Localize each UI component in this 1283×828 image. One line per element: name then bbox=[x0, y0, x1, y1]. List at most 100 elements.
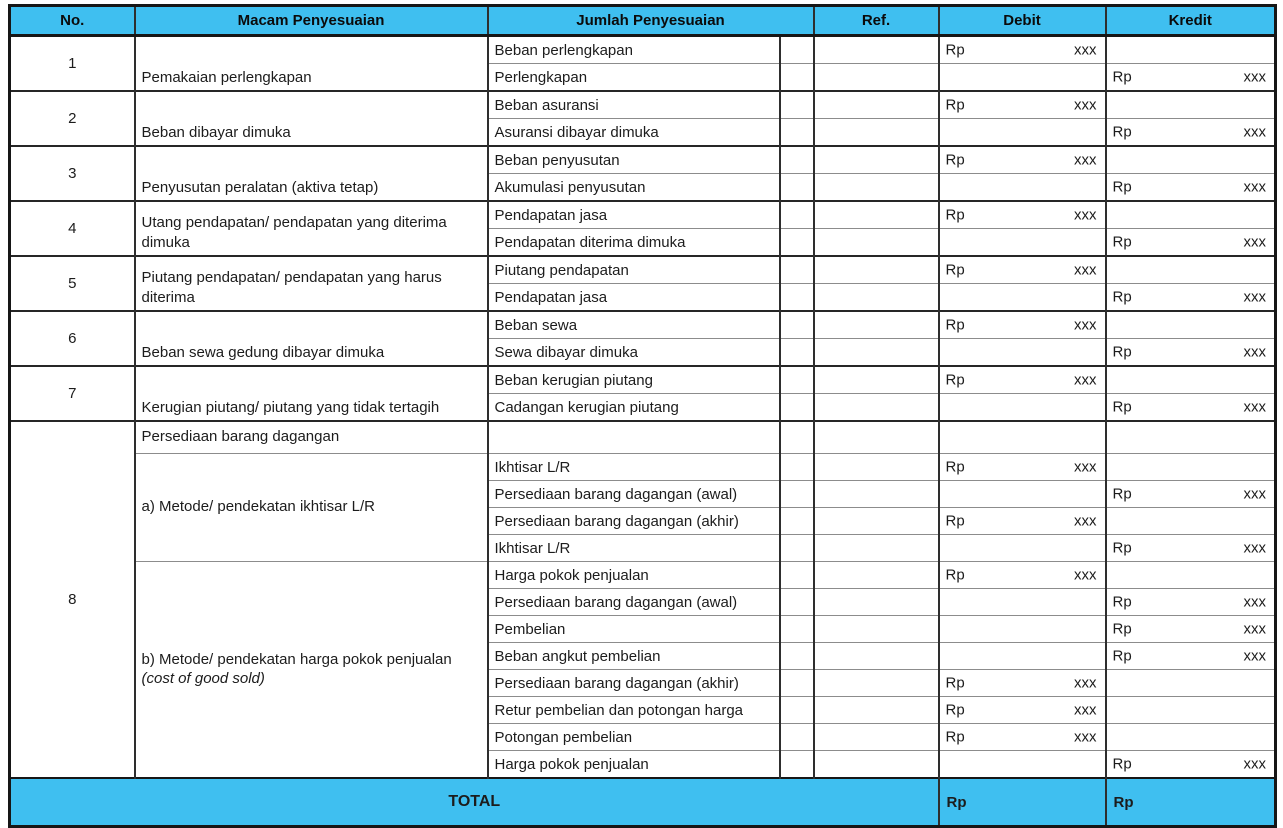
debit-cell: Rp xxx bbox=[937, 145, 1106, 174]
total-kredit-cell: Rp bbox=[1104, 777, 1276, 827]
debit-cell: Rp xxx bbox=[937, 723, 1106, 751]
journal-row: Persediaan barang dagangan (akhir) Rp xxx bbox=[10, 507, 1276, 535]
kredit-cell bbox=[1104, 453, 1276, 481]
spacer-cell bbox=[778, 118, 814, 146]
ref-cell bbox=[812, 90, 939, 119]
ref-cell bbox=[812, 642, 939, 670]
journal-row: 6 Beban sewa gedung dibayar dimuka Beban… bbox=[8, 310, 1276, 366]
header-row: No. Macam Penyesuaian Jumlah Penyesuaian… bbox=[8, 5, 1276, 37]
debit-cell bbox=[937, 173, 1106, 201]
kredit-cell: Rp xxx bbox=[1104, 118, 1276, 146]
currency-label: Rp bbox=[945, 41, 965, 59]
debit-cell bbox=[937, 228, 1106, 256]
journal-row: 1 Pemakaian perlengkapan Beban perlengka… bbox=[8, 34, 1276, 91]
currency-label: Rp bbox=[945, 512, 965, 530]
currency-label: Rp bbox=[945, 728, 965, 746]
group-number-cell: 3 bbox=[8, 145, 135, 201]
ref-cell bbox=[812, 507, 939, 535]
group-number-cell: 1 bbox=[8, 34, 135, 91]
account-cell: Cadangan kerugian piutang bbox=[486, 393, 780, 421]
adjustment-type-cell: Kerugian piutang/ piutang yang tidak ter… bbox=[133, 365, 488, 421]
journal-row: Pendapatan diterima dimuka Rp xxx bbox=[10, 228, 1276, 256]
journal-row: Potongan pembelian Rp xxx bbox=[10, 723, 1276, 751]
amount-placeholder: xxx bbox=[1243, 343, 1267, 361]
account-cell: Sewa dibayar dimuka bbox=[486, 338, 780, 366]
amount-placeholder: xxx bbox=[1243, 68, 1267, 86]
ref-cell bbox=[812, 63, 939, 91]
debit-cell: Rp xxx bbox=[937, 507, 1106, 535]
journal-row: Sewa dibayar dimuka Rp xxx bbox=[10, 338, 1276, 366]
adjustment-type-cell: b) Metode/ pendekatan harga pokok penjua… bbox=[133, 561, 488, 778]
ref-cell bbox=[812, 669, 939, 697]
ref-cell bbox=[812, 393, 939, 421]
amount-placeholder: xxx bbox=[1074, 261, 1097, 279]
currency-label: Rp bbox=[1112, 68, 1132, 86]
ref-cell bbox=[812, 283, 939, 311]
debit-cell: Rp xxx bbox=[937, 90, 1106, 119]
account-cell: Beban kerugian piutang bbox=[486, 365, 780, 394]
debit-cell bbox=[937, 642, 1106, 670]
account-cell: Potongan pembelian bbox=[486, 723, 780, 751]
spacer-cell bbox=[778, 145, 814, 174]
spacer-cell bbox=[778, 588, 814, 616]
currency-label: Rp bbox=[1112, 343, 1132, 361]
currency-label: Rp bbox=[1112, 620, 1132, 638]
amount-placeholder: xxx bbox=[1243, 123, 1267, 141]
account-cell: Persediaan barang dagangan (awal) bbox=[486, 588, 780, 616]
spacer-cell bbox=[778, 255, 814, 284]
spacer-cell bbox=[778, 393, 814, 421]
debit-cell: Rp xxx bbox=[937, 34, 1106, 64]
spacer-cell bbox=[778, 283, 814, 311]
amount-placeholder: xxx bbox=[1074, 728, 1097, 746]
account-cell: Harga pokok penjualan bbox=[486, 750, 780, 778]
journal-row: Akumulasi penyusutan Rp xxx bbox=[10, 173, 1276, 201]
journal-row: Retur pembelian dan potongan harga Rp xxx bbox=[10, 696, 1276, 724]
account-cell: Pembelian bbox=[486, 615, 780, 643]
kredit-cell: Rp xxx bbox=[1104, 615, 1276, 643]
kredit-cell: Rp xxx bbox=[1104, 393, 1276, 421]
adjustment-type-cell: Pemakaian perlengkapan bbox=[133, 34, 488, 91]
account-cell: Piutang pendapatan bbox=[486, 255, 780, 284]
currency-label: Rp bbox=[1112, 123, 1132, 141]
kredit-cell: Rp xxx bbox=[1104, 63, 1276, 91]
debit-cell bbox=[937, 750, 1106, 778]
total-row: TOTAL Rp Rp bbox=[8, 777, 1276, 827]
col-header-no: No. bbox=[8, 5, 135, 37]
spacer-cell bbox=[778, 480, 814, 508]
spacer-cell bbox=[778, 420, 814, 454]
ref-cell bbox=[812, 255, 939, 284]
account-cell: Beban angkut pembelian bbox=[486, 642, 780, 670]
journal-row: Persediaan barang dagangan (awal) Rp xxx bbox=[10, 588, 1276, 616]
amount-placeholder: xxx bbox=[1074, 566, 1097, 584]
amount-placeholder: xxx bbox=[1243, 539, 1267, 557]
journal-row: Persediaan barang dagangan (akhir) Rp xxx bbox=[10, 669, 1276, 697]
account-cell: Persediaan barang dagangan (akhir) bbox=[486, 507, 780, 535]
journal-row: Cadangan kerugian piutang Rp xxx bbox=[10, 393, 1276, 421]
journal-row: Perlengkapan Rp xxx bbox=[10, 63, 1276, 91]
currency-label: Rp bbox=[945, 371, 965, 389]
col-header-debit: Debit bbox=[937, 5, 1106, 37]
journal-row: 8 Persediaan barang dagangan bbox=[8, 420, 1276, 778]
kredit-cell: Rp xxx bbox=[1104, 283, 1276, 311]
amount-placeholder: xxx bbox=[1074, 206, 1097, 224]
currency-label: Rp bbox=[945, 96, 965, 114]
account-cell: Beban penyusutan bbox=[486, 145, 780, 174]
journal-row: Persediaan barang dagangan (awal) Rp xxx bbox=[10, 480, 1276, 508]
ref-cell bbox=[812, 420, 939, 454]
ref-cell bbox=[812, 34, 939, 64]
spacer-cell bbox=[778, 63, 814, 91]
group-number-cell: 5 bbox=[8, 255, 135, 311]
amount-placeholder: xxx bbox=[1074, 41, 1097, 59]
currency-label: Rp bbox=[1112, 485, 1132, 503]
debit-cell bbox=[937, 118, 1106, 146]
amount-placeholder: xxx bbox=[1074, 96, 1097, 114]
adjustment-type-cell: Utang pendapatan/ pendapatan yang diteri… bbox=[133, 200, 488, 256]
col-header-macam: Macam Penyesuaian bbox=[133, 5, 488, 37]
debit-cell: Rp xxx bbox=[937, 310, 1106, 339]
account-cell: Beban perlengkapan bbox=[486, 34, 780, 64]
spacer-cell bbox=[778, 561, 814, 589]
account-cell: Ikhtisar L/R bbox=[486, 534, 780, 562]
spacer-cell bbox=[778, 642, 814, 670]
account-cell: Perlengkapan bbox=[486, 63, 780, 91]
amount-placeholder: xxx bbox=[1243, 398, 1267, 416]
